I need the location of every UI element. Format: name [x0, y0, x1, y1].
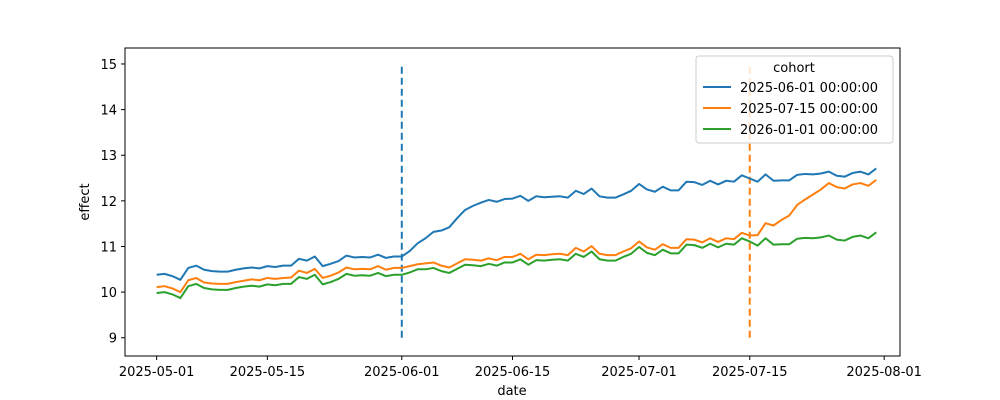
series-line [156, 231, 877, 300]
x-tick-label: 2025-07-15 [712, 365, 788, 380]
x-tick-label: 2025-06-01 [364, 365, 440, 380]
legend: cohort 2025-06-01 00:00:00 2025-07-15 00:… [695, 55, 894, 144]
y-tick-label: 10 [100, 286, 117, 301]
x-tick-label: 2025-08-01 [846, 365, 922, 380]
legend-title: cohort [773, 61, 815, 76]
plot-frame [124, 47, 901, 357]
x-tick-label: 2025-07-01 [601, 365, 677, 380]
series-layer [156, 167, 877, 300]
cohort-start-lines [400, 63, 751, 338]
y-axis-label: effect [78, 183, 93, 220]
series-line [156, 167, 877, 281]
legend-entry: 2025-07-15 00:00:00 [740, 102, 878, 117]
y-tick-label: 11 [100, 240, 117, 255]
y-tick-label: 15 [100, 58, 117, 73]
x-tick-label: 2025-06-15 [475, 365, 551, 380]
x-tick-label: 2025-05-01 [119, 365, 195, 380]
tick-labels: 2025-05-01 2025-05-15 2025-06-01 2025-06-15… [100, 58, 922, 380]
series-line [156, 179, 877, 294]
legend-entry: 2025-06-01 00:00:00 [740, 81, 878, 96]
legend-box [695, 55, 894, 144]
y-tick-label: 9 [109, 332, 117, 347]
y-tick-label: 13 [100, 149, 117, 164]
y-tick-label: 14 [100, 104, 117, 119]
x-tick-label: 2025-05-15 [230, 365, 306, 380]
x-axis-label: date [497, 384, 526, 399]
y-tick-label: 12 [100, 195, 117, 210]
legend-entry: 2026-01-01 00:00:00 [740, 123, 878, 138]
tick-layer [121, 63, 885, 360]
